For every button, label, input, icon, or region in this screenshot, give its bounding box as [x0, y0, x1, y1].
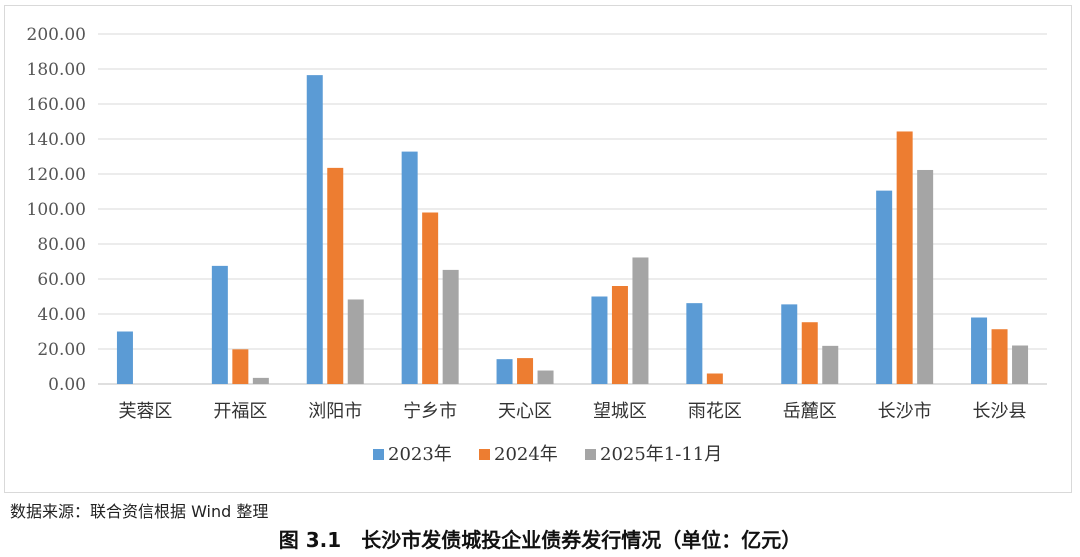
legend-label: 2023年: [388, 444, 452, 465]
bar: [306, 75, 323, 384]
bar: [347, 299, 364, 384]
legend-swatch: [479, 449, 490, 460]
bar: [252, 377, 269, 384]
category-label: 浏阳市: [308, 401, 362, 422]
category-label: 长沙市: [878, 401, 932, 422]
legend-label: 2024年: [494, 444, 558, 465]
category-label: 岳麓区: [783, 401, 837, 422]
bar: [591, 296, 608, 384]
bar: [211, 265, 228, 384]
category-label: 芙蓉区: [118, 401, 172, 422]
bar: [706, 373, 723, 384]
category-label: 天心区: [498, 401, 552, 422]
bar-chart: 0.00 20.00 40.00 60.00 80.00 100.00 120.00 140.…: [27, 25, 1047, 465]
y-tick-label: 0.00: [48, 375, 86, 395]
bar: [896, 131, 913, 384]
bar: [442, 269, 459, 384]
category-label: 宁乡市: [403, 401, 457, 422]
bar: [632, 257, 649, 384]
bar: [971, 317, 988, 384]
legend-label: 2025年1-11月: [600, 444, 722, 465]
y-tick-label: 180.00: [27, 60, 86, 80]
source-note: 数据来源：联合资信根据 Wind 整理: [10, 502, 269, 521]
bar: [822, 345, 839, 384]
bar: [116, 331, 133, 384]
bar: [686, 303, 703, 384]
y-tick-label: 160.00: [27, 95, 86, 115]
bar: [422, 212, 439, 384]
y-tick-label: 140.00: [27, 130, 86, 150]
bar: [517, 358, 534, 384]
bar: [232, 349, 249, 384]
category-label: 雨花区: [688, 401, 742, 422]
bar: [401, 151, 418, 384]
y-tick-label: 120.00: [27, 165, 86, 185]
category-label: 开福区: [213, 401, 267, 422]
bar: [801, 322, 818, 384]
y-tick-label: 40.00: [37, 305, 86, 325]
y-tick-label: 60.00: [37, 270, 86, 290]
category-label: 望城区: [593, 401, 647, 422]
bar: [1012, 345, 1029, 384]
legend-swatch: [373, 449, 384, 460]
bar: [496, 359, 513, 384]
y-tick-label: 100.00: [27, 200, 86, 220]
bar: [611, 286, 628, 384]
y-tick-label: 20.00: [37, 340, 86, 360]
figure-caption: 图 3.1 长沙市发债城投企业债券发行情况（单位：亿元）: [278, 528, 802, 552]
bar: [327, 167, 344, 384]
y-tick-label: 200.00: [27, 25, 86, 45]
bar: [876, 190, 893, 384]
category-label: 长沙县: [973, 401, 1027, 422]
bar: [991, 329, 1008, 384]
legend-swatch: [585, 449, 596, 460]
chart-frame: 0.00 20.00 40.00 60.00 80.00 100.00 120.00 140.…: [4, 5, 1072, 493]
bar: [917, 169, 934, 384]
bar: [537, 370, 554, 384]
y-tick-label: 80.00: [37, 235, 86, 255]
bar: [781, 304, 798, 384]
